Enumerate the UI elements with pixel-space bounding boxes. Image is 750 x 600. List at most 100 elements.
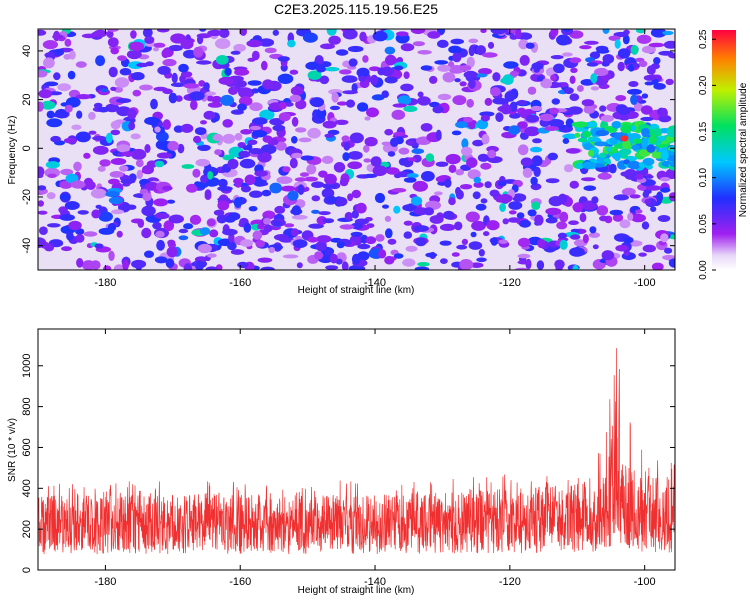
heatmap-cell xyxy=(206,253,217,258)
y-tick-label: -20 xyxy=(21,189,33,205)
heatmap-cell xyxy=(665,78,674,86)
heatmap-cell xyxy=(450,38,465,45)
heatmap-cell xyxy=(339,224,355,230)
heatmap-cell xyxy=(591,196,599,204)
heatmap-cell xyxy=(452,95,467,106)
heatmap-cell xyxy=(150,98,158,110)
heatmap-cell xyxy=(264,47,277,54)
heatmap-cell xyxy=(406,173,419,179)
heatmap-cell xyxy=(536,260,545,270)
heatmap-cell xyxy=(384,128,394,136)
heatmap-cell xyxy=(435,161,449,167)
heatmap-cell xyxy=(551,98,560,105)
heatmap-cell xyxy=(98,211,113,222)
heatmap-cell xyxy=(384,215,392,222)
heatmap-cell xyxy=(427,31,441,39)
heatmap-cell xyxy=(289,94,302,103)
heatmap-cell xyxy=(492,97,507,105)
heatmap-cell xyxy=(258,38,275,47)
heatmap-cell xyxy=(218,178,228,188)
heatmap-cell xyxy=(321,155,334,164)
heatmap-cell xyxy=(403,71,410,79)
heatmap-cell xyxy=(563,87,574,95)
heatmap-cell xyxy=(215,55,229,65)
heatmap-cell xyxy=(198,80,206,87)
y-tick-label: 800 xyxy=(21,397,33,415)
heatmap-cell xyxy=(97,106,110,113)
heatmap-cell xyxy=(402,258,416,267)
heatmap-cell xyxy=(429,215,444,224)
heatmap-cell xyxy=(114,77,130,88)
chart-title: C2E3.2025.115.19.56.E25 xyxy=(274,1,438,17)
heatmap-cell xyxy=(448,164,457,173)
heatmap-cell xyxy=(398,147,410,155)
heatmap-cell xyxy=(116,230,123,238)
heatmap-cell xyxy=(582,161,597,169)
heatmap-cell xyxy=(435,129,442,141)
heatmap-cell xyxy=(472,139,484,147)
heatmap-cell xyxy=(437,64,451,72)
heatmap-cell xyxy=(103,265,112,270)
heatmap-cell xyxy=(455,121,468,129)
heatmap-cell xyxy=(162,58,177,67)
heatmap-cell xyxy=(500,103,512,115)
heatmap-cell xyxy=(59,214,75,221)
heatmap-cell xyxy=(568,220,579,225)
heatmap-cell xyxy=(533,166,541,177)
heatmap-cell xyxy=(509,71,520,77)
heatmap-cell xyxy=(589,51,601,60)
heatmap-cell xyxy=(359,31,367,42)
heatmap-cell xyxy=(251,117,268,125)
heatmap-cell xyxy=(564,164,574,173)
heatmap-cell xyxy=(71,124,82,130)
heatmap-cell xyxy=(527,86,537,95)
heatmap-cell xyxy=(180,71,193,78)
heatmap-cell xyxy=(374,192,386,204)
heatmap-cell xyxy=(239,29,247,36)
heatmap-cell xyxy=(246,39,263,48)
y-tick-label: 0 xyxy=(21,145,33,151)
heatmap-cell xyxy=(642,191,650,198)
heatmap-cell xyxy=(99,159,111,167)
heatmap-cell xyxy=(583,106,595,114)
heatmap-cell xyxy=(194,127,207,136)
heatmap-cell xyxy=(648,135,657,144)
heatmap-cell xyxy=(417,91,424,98)
heatmap-cell xyxy=(349,132,364,144)
heatmap-cell xyxy=(456,244,468,250)
heatmap-cell xyxy=(40,100,56,110)
heatmap-cell xyxy=(247,139,258,145)
heatmap-cell xyxy=(93,102,103,109)
heatmap-cell xyxy=(558,193,568,205)
heatmap-cell xyxy=(224,67,232,76)
heatmap-cell xyxy=(497,194,513,203)
heatmap-cell xyxy=(300,155,314,161)
heatmap-cell xyxy=(94,243,104,249)
heatmap-cell xyxy=(342,152,350,162)
heatmap-cell xyxy=(154,212,170,220)
heatmap-cell xyxy=(211,95,223,104)
heatmap-cell xyxy=(608,163,617,174)
heatmap-cell xyxy=(440,258,448,264)
heatmap-cell xyxy=(630,44,639,55)
heatmap-cell xyxy=(596,205,609,216)
snr-y-axis-label: SNR (10 * v/v) xyxy=(7,418,18,482)
snr-x-axis-label: Height of straight line (km) xyxy=(298,585,415,596)
heatmap-cell xyxy=(334,119,349,126)
heatmap-cell xyxy=(77,210,89,215)
heatmap-cell xyxy=(193,135,202,144)
heatmap-cell xyxy=(572,264,579,270)
heatmap-cell xyxy=(545,207,562,216)
heatmap-cell xyxy=(658,135,666,142)
heatmap-cell xyxy=(617,107,631,115)
heatmap-cell xyxy=(602,54,615,64)
heatmap-y-axis-label: Frequency (Hz) xyxy=(7,116,18,185)
heatmap-cell xyxy=(126,204,137,210)
x-tick-label: -100 xyxy=(634,576,656,588)
heatmap-cell xyxy=(600,114,614,123)
heatmap-cell xyxy=(669,161,675,168)
heatmap-cell xyxy=(632,63,641,68)
heatmap-cell xyxy=(93,29,108,38)
heatmap-cell xyxy=(548,119,565,127)
